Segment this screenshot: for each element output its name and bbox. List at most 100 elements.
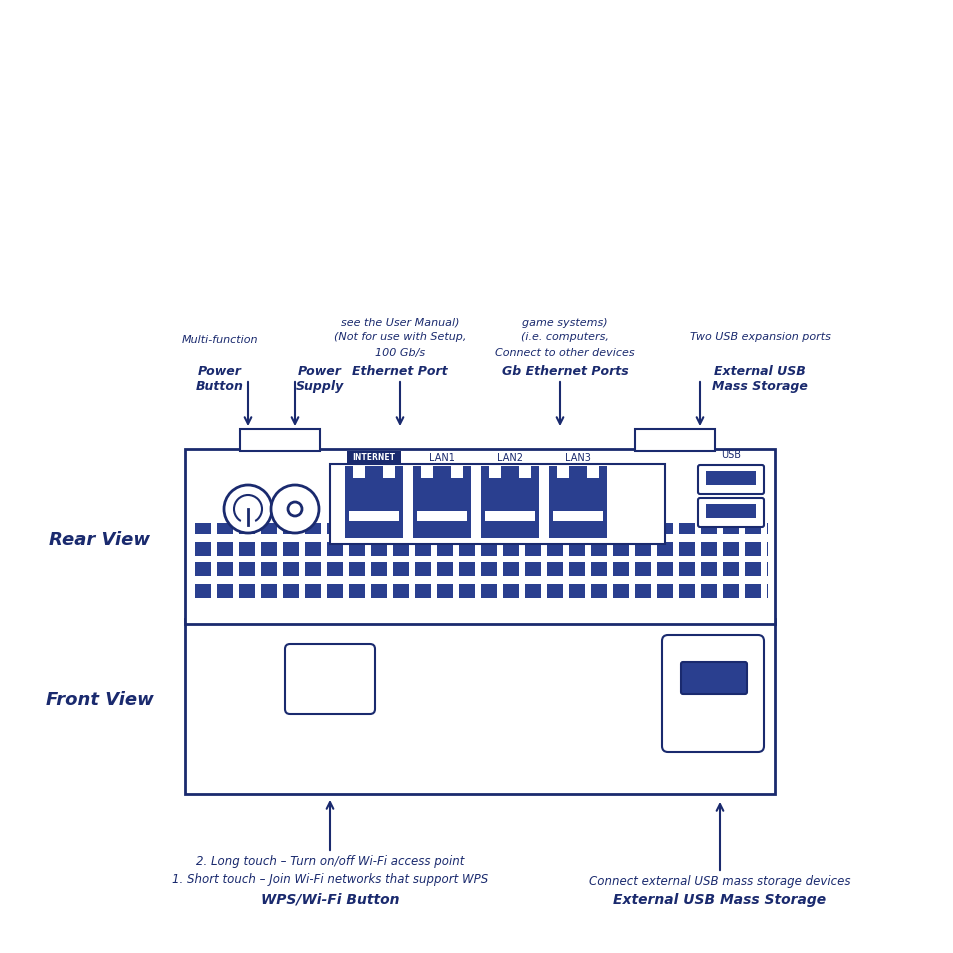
Bar [553, 467, 602, 521]
Text: USB: USB [720, 450, 740, 459]
Bar [420, 467, 433, 478]
Text: INTERNET: INTERNET [352, 453, 395, 462]
Bar [415, 584, 431, 598]
Bar [305, 542, 320, 557]
Bar [502, 562, 518, 577]
Bar [657, 562, 672, 577]
Bar [261, 584, 276, 598]
Text: see the User Manual): see the User Manual) [340, 317, 458, 328]
Bar [657, 542, 672, 557]
Bar [240, 599, 319, 621]
Bar [480, 467, 538, 538]
Bar [502, 584, 518, 598]
Bar [393, 562, 409, 577]
Bar [502, 523, 518, 535]
Bar [216, 584, 233, 598]
Text: LAN1: LAN1 [429, 453, 455, 462]
Bar [327, 562, 343, 577]
Bar [484, 467, 535, 512]
Bar [613, 562, 628, 577]
Bar [283, 562, 298, 577]
FancyBboxPatch shape [285, 644, 375, 714]
Bar [489, 467, 500, 478]
Bar [305, 562, 320, 577]
Bar [393, 523, 409, 535]
Bar [553, 467, 602, 512]
Text: LAN2: LAN2 [497, 453, 522, 462]
Bar [349, 467, 398, 521]
Bar [349, 542, 365, 557]
Bar [568, 542, 584, 557]
Bar [546, 562, 562, 577]
Bar [502, 542, 518, 557]
Bar [766, 584, 767, 598]
FancyBboxPatch shape [680, 662, 746, 695]
Text: LAN3: LAN3 [564, 453, 590, 462]
Bar [524, 562, 540, 577]
Bar [722, 523, 739, 535]
Bar [722, 562, 739, 577]
Bar [679, 542, 695, 557]
Bar [744, 562, 760, 577]
Bar [349, 467, 398, 512]
Bar [705, 504, 755, 518]
Bar [590, 542, 606, 557]
Bar [635, 584, 650, 598]
Bar [393, 542, 409, 557]
Bar [458, 562, 475, 577]
Bar [744, 523, 760, 535]
Bar [700, 562, 717, 577]
Bar [766, 542, 767, 557]
Bar [327, 523, 343, 535]
Bar [590, 584, 606, 598]
FancyBboxPatch shape [698, 498, 763, 527]
Bar [415, 562, 431, 577]
Bar [722, 584, 739, 598]
Bar [371, 523, 387, 535]
Bar [705, 472, 755, 485]
Bar [744, 584, 760, 598]
Bar [416, 467, 467, 512]
Bar [766, 562, 767, 577]
Bar [330, 464, 664, 544]
Bar [635, 542, 650, 557]
Bar [458, 542, 475, 557]
Bar [239, 523, 254, 535]
Bar [371, 542, 387, 557]
Bar [305, 523, 320, 535]
Bar [546, 542, 562, 557]
Bar [613, 542, 628, 557]
Bar [590, 523, 606, 535]
Text: Multi-function: Multi-function [182, 335, 258, 345]
Circle shape [224, 485, 272, 534]
Text: WPS/Wi-Fi Button: WPS/Wi-Fi Button [260, 892, 399, 906]
Bar [353, 467, 365, 478]
Bar [613, 584, 628, 598]
Text: Gb Ethernet Ports: Gb Ethernet Ports [501, 365, 628, 377]
Bar [415, 542, 431, 557]
Circle shape [233, 496, 262, 523]
Bar [635, 430, 714, 452]
Text: 100 Gb/s: 100 Gb/s [375, 348, 425, 357]
Bar [679, 584, 695, 598]
Bar [590, 562, 606, 577]
FancyBboxPatch shape [698, 465, 763, 495]
Text: Rear View: Rear View [50, 531, 151, 548]
Bar [557, 467, 568, 478]
Text: External USB Mass Storage: External USB Mass Storage [613, 892, 825, 906]
Bar [349, 584, 365, 598]
Bar [349, 523, 365, 535]
Bar [546, 584, 562, 598]
Bar [371, 584, 387, 598]
Text: 1. Short touch – Join Wi-Fi networks that support WPS: 1. Short touch – Join Wi-Fi networks tha… [172, 873, 488, 885]
Text: game systems): game systems) [521, 317, 607, 328]
Bar [194, 542, 211, 557]
Text: Power
Supply: Power Supply [295, 365, 344, 393]
Text: External USB
Mass Storage: External USB Mass Storage [711, 365, 807, 393]
Bar [371, 562, 387, 577]
Bar [458, 523, 475, 535]
Bar [436, 562, 453, 577]
Bar [568, 584, 584, 598]
Bar [393, 584, 409, 598]
Bar [283, 523, 298, 535]
